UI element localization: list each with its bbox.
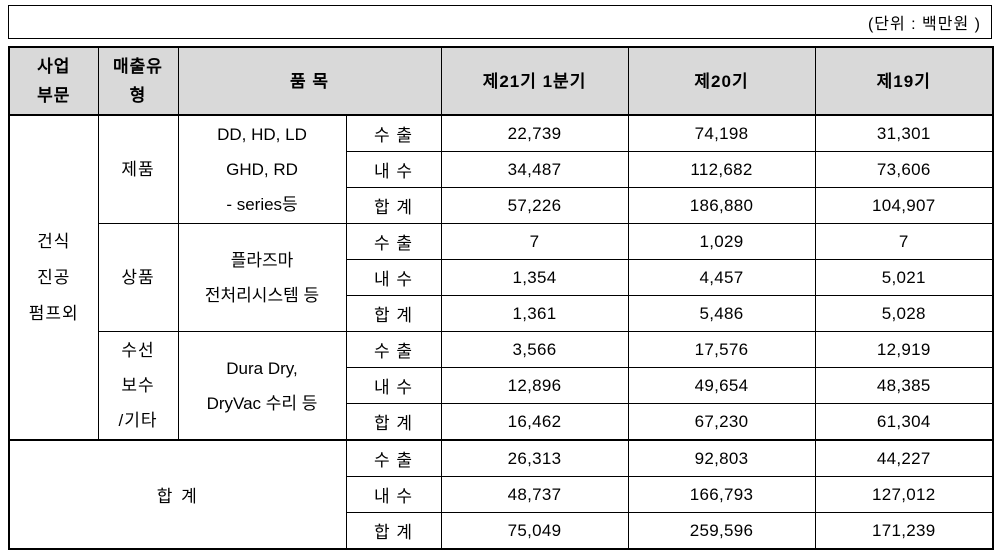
table-row: 내 수 34,487 112,682 73,606 [9, 151, 994, 188]
channel-label: 합 계 [345, 187, 442, 224]
table-row: 합 계 수 출 26,313 92,803 44,227 [8, 439, 994, 550]
sales-type-cell: 제품 [97, 114, 179, 224]
value-p20: 112,682 [627, 151, 816, 188]
value-q21: 22,739 [440, 114, 629, 152]
channel-label: 내 수 [345, 367, 442, 404]
channel-label: 내 수 [345, 259, 442, 296]
item-cell: 플라즈마 전처리시스템 등 [177, 223, 347, 332]
channel-label: 수 출 [345, 223, 442, 260]
channel-label: 내 수 [345, 476, 442, 513]
sales-by-division-table: 사업 부문 매출유 형 품 목 제21기 1분기 제20기 제19기 건식 진공… [8, 46, 995, 550]
value-q21: 34,487 [440, 151, 629, 188]
value-q21: 12,896 [440, 367, 629, 404]
value-p19: 171,239 [814, 512, 994, 550]
value-p19: 5,021 [814, 259, 994, 296]
header-business-division: 사업 부문 [8, 46, 99, 116]
value-p20: 74,198 [627, 114, 816, 152]
value-q21: 48,737 [440, 476, 629, 513]
channel-label: 합 계 [345, 295, 442, 332]
value-p20: 259,596 [627, 512, 816, 550]
value-q21: 1,354 [440, 259, 629, 296]
header-sales-type: 매출유 형 [97, 46, 179, 116]
grand-total-cell: 합 계 [8, 439, 347, 550]
table-row: 내 수 12,896 49,654 48,385 [9, 367, 994, 404]
sales-type-cell: 상품 [97, 223, 179, 332]
value-p19: 5,028 [814, 295, 994, 332]
value-p20: 49,654 [627, 367, 816, 404]
value-q21: 57,226 [440, 187, 629, 224]
value-p20: 92,803 [627, 439, 816, 477]
table-row: 수선 보수 /기타 Dura Dry, DryVac 수리 등 수 출 3,56… [9, 331, 994, 441]
value-q21: 1,361 [440, 295, 629, 332]
header-period-q21: 제21기 1분기 [440, 46, 629, 116]
channel-label: 합 계 [345, 512, 442, 550]
table-row: 상품 플라즈마 전처리시스템 등 수 출 7 1,029 7 [9, 223, 994, 332]
sales-type-cell: 수선 보수 /기타 [97, 331, 179, 441]
table-row: 내 수 1,354 4,457 5,021 [9, 259, 994, 296]
value-q21: 75,049 [440, 512, 629, 550]
value-p19: 48,385 [814, 367, 994, 404]
header-period-19: 제19기 [814, 46, 994, 116]
value-q21: 3,566 [440, 331, 629, 368]
value-q21: 26,313 [440, 439, 629, 477]
unit-label: (단위 : 백만원 ) [867, 16, 981, 33]
value-p20: 1,029 [627, 223, 816, 260]
value-q21: 7 [440, 223, 629, 260]
value-p20: 67,230 [627, 403, 816, 441]
unit-note-box: (단위 : 백만원 ) [8, 5, 992, 39]
table-row: 합 계 16,462 67,230 61,304 [9, 403, 994, 441]
header-item: 품 목 [177, 46, 442, 116]
table-row: 내 수 48,737 166,793 127,012 [9, 476, 994, 513]
value-p20: 4,457 [627, 259, 816, 296]
value-p20: 166,793 [627, 476, 816, 513]
header-row: 사업 부문 매출유 형 품 목 제21기 1분기 제20기 제19기 [8, 46, 994, 116]
value-p19: 61,304 [814, 403, 994, 441]
table-row: 건식 진공 펌프외 제품 DD, HD, LD GHD, RD - series… [8, 114, 994, 441]
value-p20: 186,880 [627, 187, 816, 224]
channel-label: 내 수 [345, 151, 442, 188]
value-p19: 31,301 [814, 114, 994, 152]
value-p20: 17,576 [627, 331, 816, 368]
value-p19: 127,012 [814, 476, 994, 513]
item-cell: Dura Dry, DryVac 수리 등 [177, 331, 347, 441]
table-row: 합 계 75,049 259,596 171,239 [9, 512, 994, 550]
value-p19: 73,606 [814, 151, 994, 188]
value-p20: 5,486 [627, 295, 816, 332]
table-row: 합 계 1,361 5,486 5,028 [9, 295, 994, 332]
channel-label: 수 출 [345, 114, 442, 152]
channel-label: 합 계 [345, 403, 442, 441]
value-p19: 44,227 [814, 439, 994, 477]
header-period-20: 제20기 [627, 46, 816, 116]
channel-label: 수 출 [345, 439, 442, 477]
channel-label: 수 출 [345, 331, 442, 368]
value-p19: 104,907 [814, 187, 994, 224]
value-p19: 12,919 [814, 331, 994, 368]
division-cell: 건식 진공 펌프외 [8, 114, 99, 441]
value-p19: 7 [814, 223, 994, 260]
item-cell: DD, HD, LD GHD, RD - series등 [177, 114, 347, 224]
value-q21: 16,462 [440, 403, 629, 441]
table-row: 합 계 57,226 186,880 104,907 [9, 187, 994, 224]
table-header: 사업 부문 매출유 형 품 목 제21기 1분기 제20기 제19기 [8, 46, 994, 116]
